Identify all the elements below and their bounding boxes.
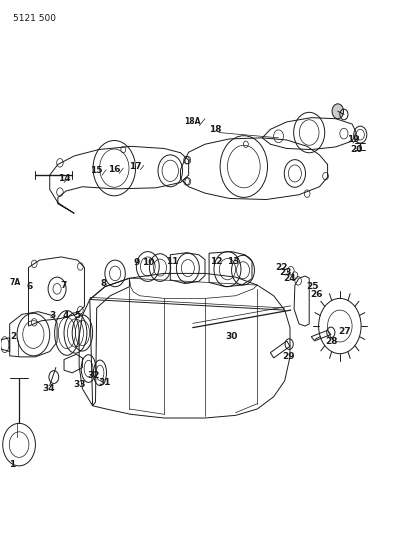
Text: 17: 17: [129, 162, 142, 171]
Text: 22: 22: [275, 263, 288, 272]
Text: 30: 30: [225, 332, 237, 341]
Text: 10: 10: [142, 258, 155, 266]
Text: 14: 14: [58, 174, 70, 183]
Text: 25: 25: [305, 282, 317, 291]
Text: 27: 27: [337, 327, 350, 336]
Text: 29: 29: [282, 352, 294, 361]
Text: 18A: 18A: [184, 117, 200, 126]
Text: 9: 9: [133, 258, 139, 266]
Text: 11: 11: [166, 257, 178, 265]
Text: 7A: 7A: [9, 278, 20, 287]
Text: 7: 7: [61, 280, 67, 289]
Text: 19: 19: [346, 135, 358, 144]
Circle shape: [331, 104, 343, 119]
Text: 24: 24: [283, 273, 296, 282]
Text: 1: 1: [9, 460, 15, 469]
Text: 6: 6: [27, 282, 33, 291]
Text: 23: 23: [279, 269, 292, 277]
Text: 2: 2: [10, 332, 16, 341]
Text: 31: 31: [99, 378, 111, 387]
Text: 12: 12: [210, 257, 222, 265]
Text: 20: 20: [349, 145, 362, 154]
Text: 13: 13: [226, 257, 238, 265]
Text: 34: 34: [43, 384, 55, 393]
Text: 3: 3: [50, 311, 56, 320]
Text: 15: 15: [90, 166, 103, 175]
Text: 8: 8: [100, 279, 106, 288]
Text: 32: 32: [88, 371, 100, 380]
Text: 28: 28: [325, 337, 337, 346]
Text: 18: 18: [209, 125, 221, 134]
Text: 16: 16: [108, 165, 120, 174]
Text: 5121 500: 5121 500: [13, 14, 56, 23]
Text: 26: 26: [309, 289, 321, 298]
Text: 4: 4: [62, 311, 68, 320]
Text: 33: 33: [73, 380, 85, 389]
Text: 5: 5: [74, 311, 81, 320]
